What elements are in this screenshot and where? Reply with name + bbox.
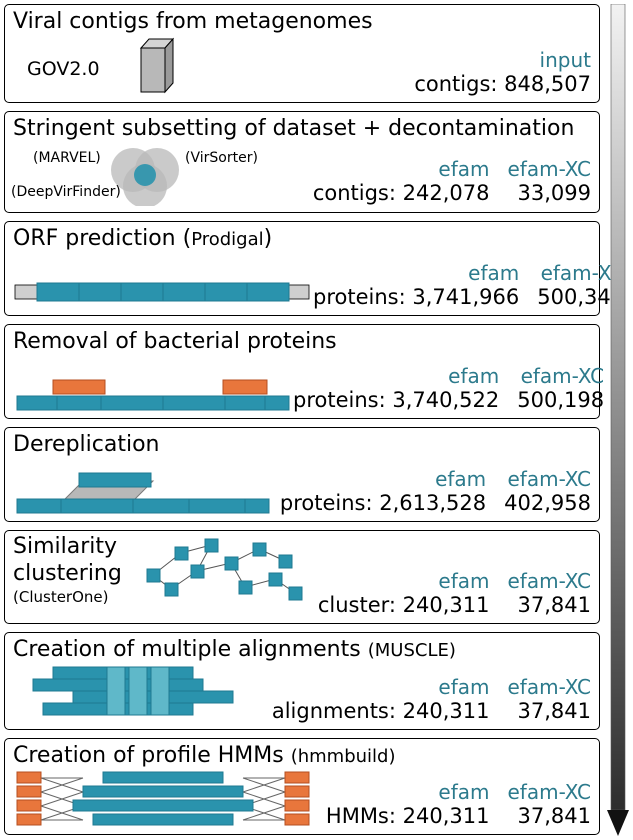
- stat-label: efam: [272, 676, 490, 699]
- step-title: ORF prediction (Prodigal): [13, 226, 591, 251]
- stat-efam: efam contigs: 242,078: [313, 158, 490, 205]
- stat-value: 33,099: [507, 181, 591, 205]
- stat-value: 37,841: [507, 593, 591, 617]
- step-dereplication: Dereplication efam proteins: 2,613,528: [4, 427, 600, 522]
- step-stats: efam proteins: 3,740,522 efam-XC 500,198: [293, 365, 604, 412]
- viz-venn: (MARVEL) (VirSorter) (DeepVirFinder): [13, 144, 243, 206]
- stat-efam: efam proteins: 3,740,522: [293, 365, 499, 412]
- stat-value: 500,198: [517, 388, 604, 412]
- network-icon: [133, 535, 313, 605]
- stat-label: efam: [318, 570, 490, 593]
- stat-value: HMMs: 240,311: [326, 804, 490, 828]
- step-title-line1: Similarity: [13, 535, 133, 559]
- stat-value: proteins: 3,741,966: [313, 285, 519, 309]
- orf-icon: [13, 279, 313, 305]
- stat-efam-xc: efam-XC 37,841: [507, 781, 591, 828]
- step-stats: efam cluster: 240,311 efam-XC 37,841: [313, 535, 591, 617]
- pipeline-column: Viral contigs from metagenomes GOV2.0 in…: [4, 4, 600, 835]
- stat-input: input contigs: 848,507: [414, 49, 591, 96]
- viz-derep: [13, 471, 273, 515]
- stat-value: 37,841: [507, 699, 591, 723]
- hmm-icon: [13, 770, 313, 828]
- viz-3d-box: GOV2.0: [13, 36, 213, 96]
- step-stats: efam HMMs: 240,311 efam-XC 37,841: [313, 781, 591, 828]
- stat-value: proteins: 3,740,522: [293, 388, 499, 412]
- stat-value: contigs: 848,507: [414, 72, 591, 96]
- stat-label: efam-XC: [507, 676, 591, 699]
- step-title: Creation of profile HMMs (hmmbuild): [13, 743, 591, 768]
- stat-efam-xc: efam-XC 37,841: [507, 676, 591, 723]
- viz-orf: [13, 279, 313, 309]
- step-stats: efam alignments: 240,311 efam-XC 37,841: [253, 676, 591, 723]
- venn-label-virsorter: (VirSorter): [185, 150, 258, 166]
- stat-label: input: [414, 49, 591, 72]
- step-stats: input contigs: 848,507: [213, 49, 591, 96]
- stat-label: efam-XC: [507, 158, 591, 181]
- stat-efam: efam cluster: 240,311: [318, 570, 490, 617]
- msa-icon: [13, 665, 253, 723]
- cluster-title-block: Similarity clustering (ClusterOne): [13, 535, 133, 617]
- stat-value: alignments: 240,311: [272, 699, 490, 723]
- bacterial-icon: [13, 378, 293, 412]
- stat-value: cluster: 240,311: [318, 593, 490, 617]
- step-title: Viral contigs from metagenomes: [13, 9, 591, 34]
- stat-label: efam-XC: [504, 468, 591, 491]
- stat-label: efam-XC: [517, 365, 604, 388]
- box3d-icon: [131, 36, 191, 94]
- stat-label: efam: [326, 781, 490, 804]
- flow-arrow-icon: [607, 4, 629, 836]
- stat-efam-xc: efam-XC 500,198: [517, 365, 604, 412]
- step-stats: efam proteins: 2,613,528 efam-XC 402,958: [273, 468, 591, 515]
- stat-label: efam: [313, 158, 490, 181]
- stat-label: efam: [293, 365, 499, 388]
- viz-msa: [13, 665, 253, 723]
- stat-efam: efam proteins: 2,613,528: [280, 468, 486, 515]
- viz-bacterial: [13, 378, 293, 412]
- stat-efam-xc: efam-XC 402,958: [504, 468, 591, 515]
- stat-efam: efam alignments: 240,311: [272, 676, 490, 723]
- step-title: Stringent subsetting of dataset + decont…: [13, 116, 591, 141]
- derep-icon: [13, 471, 273, 515]
- step-title: Creation of multiple alignments (MUSCLE): [13, 637, 591, 662]
- stat-efam-xc: efam-XC 37,841: [507, 570, 591, 617]
- step-hmms: Creation of profile HMMs (hmmbuild): [4, 738, 600, 835]
- stat-label: efam: [313, 262, 519, 285]
- step-alignments: Creation of multiple alignments (MUSCLE)…: [4, 632, 600, 729]
- gov-label: GOV2.0: [27, 58, 100, 80]
- step-title-line2: clustering: [13, 562, 133, 586]
- viz-hmm: [13, 770, 313, 828]
- stat-value: proteins: 2,613,528: [280, 491, 486, 515]
- step-subsetting: Stringent subsetting of dataset + decont…: [4, 111, 600, 212]
- stat-value: 37,841: [507, 804, 591, 828]
- step-clustering: Similarity clustering (ClusterOne): [4, 530, 600, 624]
- step-stats: efam contigs: 242,078 efam-XC 33,099: [243, 158, 591, 205]
- viz-network: [133, 535, 313, 605]
- venn-label-marvel: (MARVEL): [33, 150, 101, 166]
- cluster-tool-label: (ClusterOne): [13, 588, 133, 606]
- stat-label: efam: [280, 468, 486, 491]
- stat-label: efam-XC: [507, 781, 591, 804]
- step-orf: ORF prediction (Prodigal) efam proteins:…: [4, 221, 600, 316]
- step-viral-contigs: Viral contigs from metagenomes GOV2.0 in…: [4, 4, 600, 103]
- stat-value: 402,958: [504, 491, 591, 515]
- stat-efam: efam HMMs: 240,311: [326, 781, 490, 828]
- step-bacterial-removal: Removal of bacterial proteins efam prot: [4, 324, 600, 419]
- step-stats: efam proteins: 3,741,966 efam-XC 500,342: [313, 262, 624, 309]
- step-title: Dereplication: [13, 432, 591, 457]
- stat-efam: efam proteins: 3,741,966: [313, 262, 519, 309]
- venn-label-deepvirfinder: (DeepVirFinder): [11, 184, 121, 200]
- stat-value: contigs: 242,078: [313, 181, 490, 205]
- stat-efam-xc: efam-XC 33,099: [507, 158, 591, 205]
- step-title: Removal of bacterial proteins: [13, 329, 591, 354]
- stat-label: efam-XC: [507, 570, 591, 593]
